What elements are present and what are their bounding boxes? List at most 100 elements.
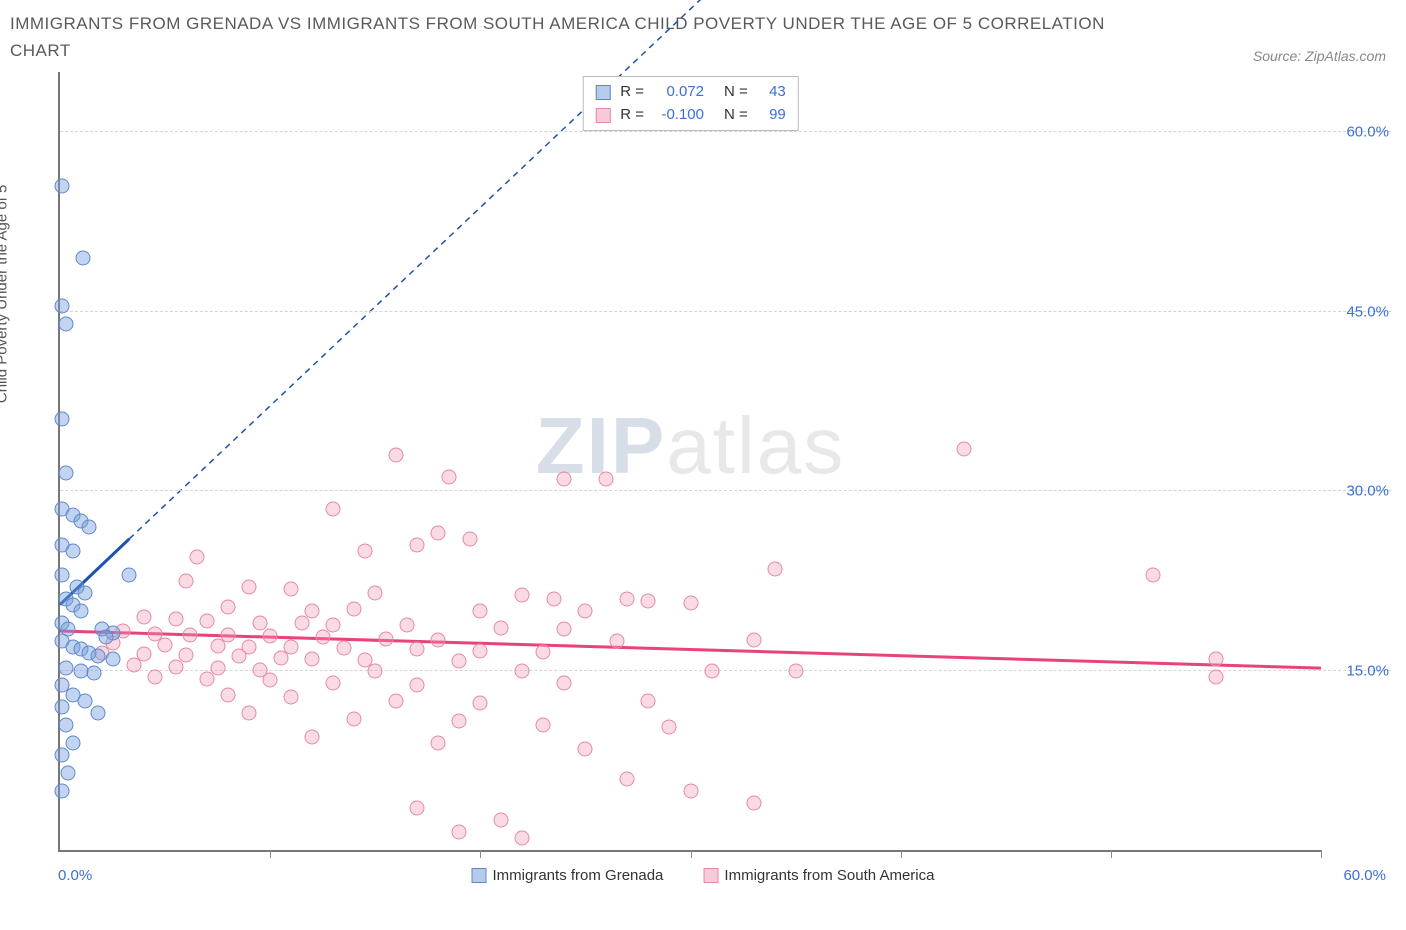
blue-point xyxy=(55,412,70,427)
pink-point xyxy=(284,690,299,705)
blue-point xyxy=(90,649,105,664)
y-axis-label: Child Poverty Under the Age of 5 xyxy=(0,185,11,403)
pink-point xyxy=(179,648,194,663)
source-label: Source: ZipAtlas.com xyxy=(1253,48,1386,64)
pink-point xyxy=(378,631,393,646)
pink-point xyxy=(609,633,624,648)
gridline xyxy=(60,311,1391,312)
n-value: 43 xyxy=(758,81,786,104)
pink-point xyxy=(578,741,593,756)
pink-point xyxy=(200,672,215,687)
r-value: 0.072 xyxy=(654,81,704,104)
pink-point xyxy=(431,735,446,750)
pink-point xyxy=(515,831,530,846)
pink-point xyxy=(210,638,225,653)
blue-point xyxy=(86,666,101,681)
plot-area: ZIPatlas R =0.072N =43R =-0.100N =99 15.… xyxy=(58,72,1321,852)
chart-title: IMMIGRANTS FROM GRENADA VS IMMIGRANTS FR… xyxy=(10,10,1110,64)
pink-point xyxy=(662,720,677,735)
pink-point xyxy=(294,615,309,630)
blue-point xyxy=(78,586,93,601)
blue-point xyxy=(65,735,80,750)
blue-point xyxy=(61,765,76,780)
blue-point xyxy=(82,520,97,535)
pink-point xyxy=(347,601,362,616)
pink-point xyxy=(746,795,761,810)
pink-point xyxy=(515,663,530,678)
gridline xyxy=(60,490,1391,491)
pink-point xyxy=(546,592,561,607)
pink-point xyxy=(683,783,698,798)
pink-point xyxy=(200,613,215,628)
pink-point xyxy=(252,615,267,630)
gridline xyxy=(60,131,1391,132)
pink-point xyxy=(410,678,425,693)
blue-point xyxy=(78,693,93,708)
pink-point xyxy=(788,663,803,678)
blue-point xyxy=(59,717,74,732)
pink-point xyxy=(242,705,257,720)
legend-swatch xyxy=(595,108,610,123)
pink-point xyxy=(494,620,509,635)
pink-point xyxy=(126,657,141,672)
pink-point xyxy=(326,675,341,690)
pink-point xyxy=(441,469,456,484)
pink-point xyxy=(137,609,152,624)
pink-point xyxy=(221,687,236,702)
pink-point xyxy=(683,595,698,610)
pink-point xyxy=(231,649,246,664)
y-tick-label: 60.0% xyxy=(1346,124,1389,141)
pink-point xyxy=(368,663,383,678)
pink-point xyxy=(368,586,383,601)
blue-point xyxy=(99,630,114,645)
pink-point xyxy=(221,600,236,615)
pink-point xyxy=(242,580,257,595)
pink-point xyxy=(557,621,572,636)
pink-point xyxy=(431,526,446,541)
legend-label: Immigrants from Grenada xyxy=(493,867,664,884)
pink-point xyxy=(641,594,656,609)
n-label: N = xyxy=(724,81,748,104)
legend-swatch xyxy=(703,868,718,883)
y-tick-label: 30.0% xyxy=(1346,483,1389,500)
pink-point xyxy=(305,729,320,744)
pink-point xyxy=(336,641,351,656)
pink-point xyxy=(515,588,530,603)
pink-point xyxy=(284,582,299,597)
legend-label: Immigrants from South America xyxy=(724,867,934,884)
pink-point xyxy=(452,825,467,840)
pink-point xyxy=(578,604,593,619)
blue-point xyxy=(55,179,70,194)
watermark: ZIPatlas xyxy=(536,400,845,492)
pink-point xyxy=(1145,568,1160,583)
pink-point xyxy=(189,550,204,565)
watermark-light: atlas xyxy=(666,401,845,490)
pink-point xyxy=(389,448,404,463)
correlation-chart: IMMIGRANTS FROM GRENADA VS IMMIGRANTS FR… xyxy=(10,10,1396,892)
trend-lines-svg xyxy=(60,72,1321,850)
blue-point xyxy=(59,661,74,676)
pink-point xyxy=(347,711,362,726)
pink-point xyxy=(326,502,341,517)
pink-point xyxy=(305,651,320,666)
x-tick xyxy=(1321,850,1322,858)
pink-point xyxy=(305,604,320,619)
pink-point xyxy=(158,637,173,652)
y-tick-label: 15.0% xyxy=(1346,662,1389,679)
legend-item: Immigrants from South America xyxy=(703,867,934,884)
pink-point xyxy=(620,592,635,607)
r-value: -0.100 xyxy=(654,104,704,127)
pink-point xyxy=(462,532,477,547)
pink-point xyxy=(147,669,162,684)
pink-point xyxy=(704,663,719,678)
pink-point xyxy=(263,629,278,644)
pink-point xyxy=(273,650,288,665)
blue-point xyxy=(55,783,70,798)
pink-point xyxy=(389,693,404,708)
x-tick xyxy=(270,850,271,858)
pink-point xyxy=(431,632,446,647)
pink-point xyxy=(473,696,488,711)
pink-point xyxy=(599,472,614,487)
n-label: N = xyxy=(724,104,748,127)
blue-point xyxy=(90,705,105,720)
